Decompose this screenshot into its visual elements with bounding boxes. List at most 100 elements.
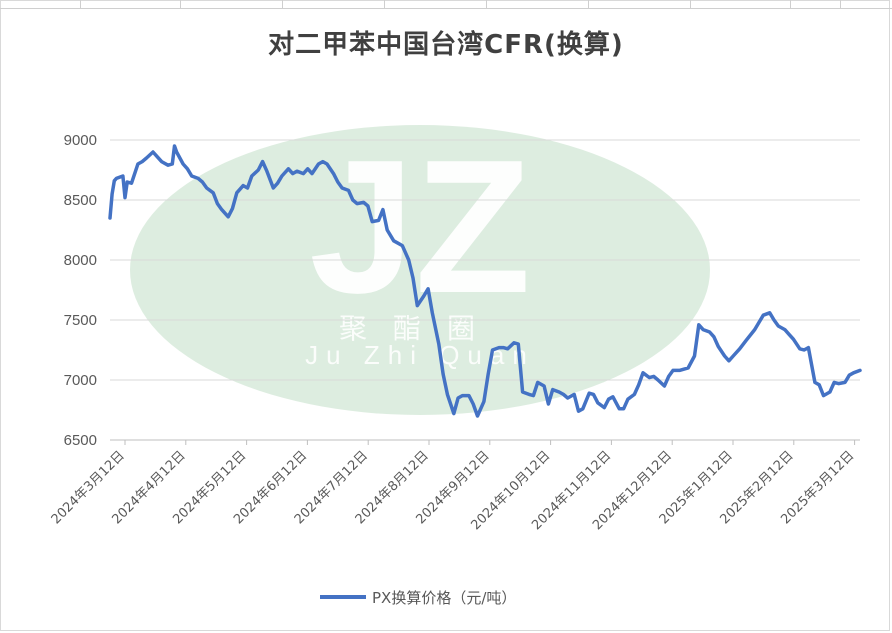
data-point [603, 407, 605, 409]
data-point [788, 333, 790, 335]
data-point [547, 403, 550, 405]
y-tick-label: 8500 [64, 192, 97, 209]
data-point [326, 163, 328, 165]
data-point [638, 384, 640, 386]
data-point [769, 312, 771, 314]
data-point [468, 395, 470, 397]
data-point [822, 395, 825, 397]
data-point [141, 161, 143, 163]
data-point [623, 408, 625, 410]
data-point [562, 393, 565, 395]
data-point [317, 163, 320, 165]
data-point [461, 395, 463, 397]
data-point [491, 349, 494, 351]
data-point [537, 381, 539, 383]
data-point [197, 177, 199, 179]
y-gridlines [110, 139, 860, 381]
data-point [833, 381, 835, 383]
data-point [739, 348, 741, 350]
data-point [191, 175, 193, 177]
data-point [427, 288, 429, 290]
data-point [543, 385, 545, 387]
data-point [401, 245, 403, 247]
data-point [472, 403, 474, 405]
data-point [161, 161, 163, 163]
data-point [577, 410, 580, 412]
data-point [337, 181, 339, 183]
data-point [431, 312, 433, 314]
data-point [322, 161, 324, 163]
y-tick-label: 7000 [64, 372, 97, 389]
data-point [588, 392, 590, 394]
data-point [408, 259, 410, 261]
data-point [608, 398, 610, 400]
data-point [642, 372, 644, 374]
data-point [231, 207, 234, 209]
data-point [115, 177, 117, 179]
data-point [713, 336, 715, 338]
legend-swatch [320, 595, 366, 599]
data-point [212, 192, 214, 194]
data-point [251, 175, 253, 177]
data-point [476, 415, 479, 417]
data-point [423, 295, 425, 297]
data-point [498, 347, 500, 349]
series-layer [108, 144, 862, 418]
data-point [799, 348, 801, 350]
data-point [717, 345, 719, 347]
data-point [393, 240, 395, 242]
data-point [145, 157, 148, 159]
chart-title: 对二甲苯中国台湾CFR(换算) [268, 30, 624, 60]
data-point [371, 221, 373, 223]
data-point [672, 369, 674, 371]
data-point [483, 401, 485, 403]
data-point [341, 187, 343, 189]
data-point [552, 389, 554, 391]
legend: PX换算价格（元/吨） [320, 586, 516, 608]
data-point [848, 374, 850, 376]
data-point [709, 331, 711, 333]
data-point [221, 209, 223, 211]
data-point [296, 170, 298, 172]
data-point [186, 168, 188, 170]
data-point [227, 216, 229, 218]
data-point [762, 314, 764, 316]
data-point [152, 151, 154, 153]
data-point [287, 168, 289, 170]
data-point [453, 413, 455, 415]
data-point [311, 173, 313, 175]
watermark-logo: JZ 聚酯圈 Ju Zhi Quan [130, 121, 710, 415]
data-point [332, 173, 335, 175]
x-axis-ticks: 2024年3月12日2024年4月12日2024年5月12日2024年6月12日… [49, 440, 857, 533]
data-point [277, 182, 279, 184]
data-point [844, 381, 846, 383]
data-point [517, 343, 519, 345]
data-point [592, 393, 595, 395]
data-point [657, 379, 659, 381]
data-point [347, 189, 350, 191]
data-point [171, 163, 173, 165]
data-point [124, 197, 126, 199]
data-point [412, 277, 414, 279]
data-point [397, 242, 399, 244]
data-point [773, 319, 775, 321]
data-point [367, 205, 369, 207]
svg-text:JZ: JZ [309, 121, 531, 333]
data-point [386, 229, 388, 231]
data-point [728, 360, 730, 362]
data-point [182, 163, 184, 165]
data-point [612, 396, 614, 398]
data-point [246, 187, 249, 189]
data-point [513, 342, 515, 344]
data-point [457, 397, 459, 399]
data-point [702, 329, 704, 331]
data-point [126, 181, 128, 183]
data-point [829, 391, 831, 393]
data-point [130, 182, 133, 184]
data-point [807, 347, 810, 349]
data-point [678, 369, 681, 371]
data-point [446, 393, 448, 395]
data-point [302, 173, 304, 175]
data-point [754, 329, 756, 331]
